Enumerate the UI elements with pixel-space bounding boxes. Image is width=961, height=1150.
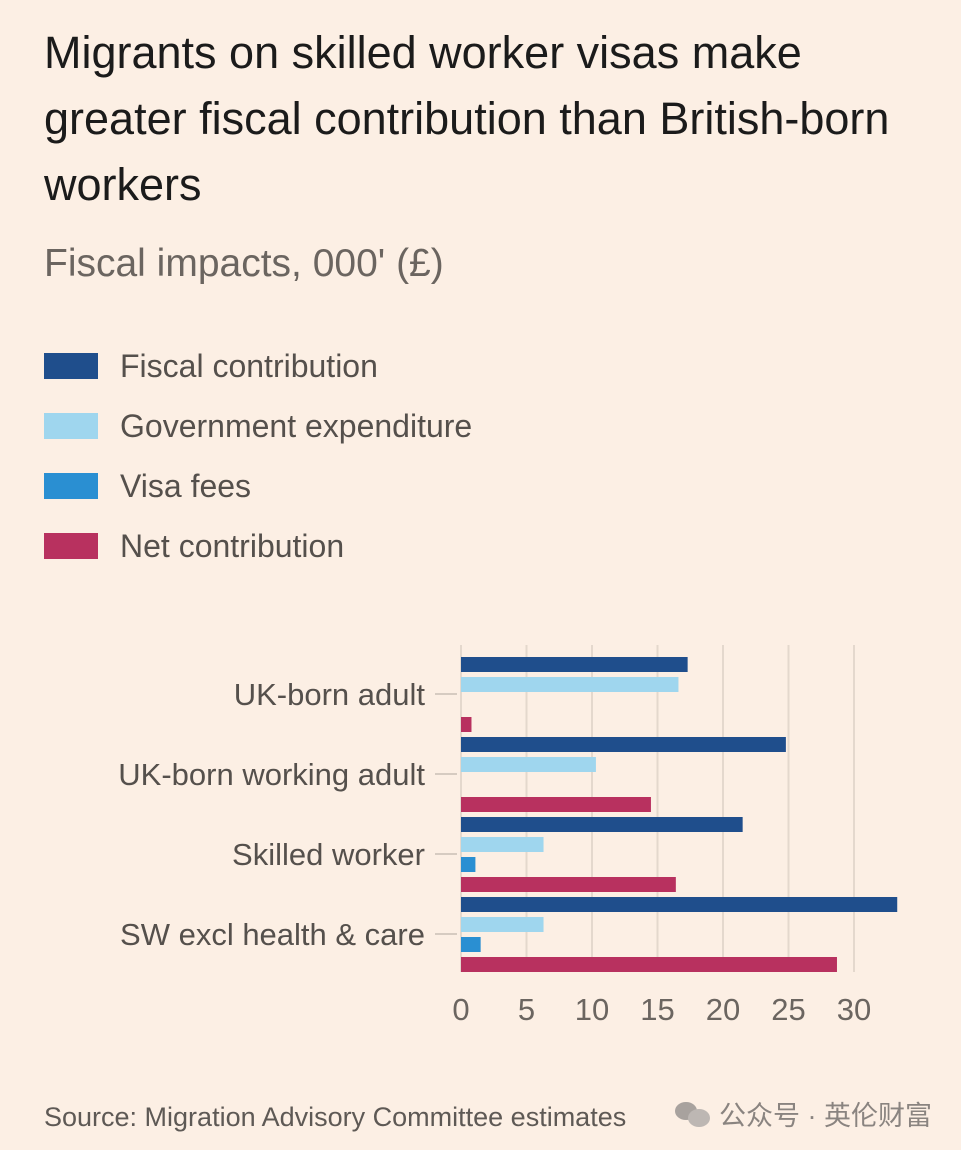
- chart-subtitle: Fiscal impacts, 000' (£): [44, 242, 444, 285]
- bar: [461, 657, 688, 672]
- chart-title: Migrants on skilled worker visas make gr…: [44, 27, 890, 210]
- x-tick-label: 5: [518, 992, 535, 1027]
- x-tick-label: 20: [706, 992, 740, 1027]
- bar: [461, 937, 481, 952]
- legend-label: Net contribution: [120, 527, 345, 564]
- bar: [461, 897, 898, 912]
- wechat-icon: [675, 1100, 711, 1128]
- bar: [461, 857, 476, 872]
- x-tick-label: 25: [771, 992, 805, 1027]
- legend-swatch: [44, 533, 98, 559]
- legend-swatch: [44, 473, 98, 499]
- bar: [461, 917, 544, 932]
- bar: [461, 737, 786, 752]
- source-note: Source: Migration Advisory Committee est…: [44, 1102, 627, 1132]
- bar: [461, 817, 743, 832]
- legend-swatch: [44, 413, 98, 439]
- x-tick-label: 30: [837, 992, 871, 1027]
- watermark-text: 公众号 · 英伦财富: [719, 1101, 932, 1131]
- legend-item-fiscal-contribution: Fiscal contribution: [44, 336, 472, 396]
- x-tick-label: 10: [575, 992, 609, 1027]
- bar: [461, 957, 837, 972]
- x-tick-label: 0: [452, 992, 469, 1027]
- bar: [461, 877, 676, 892]
- legend-item-government-expenditure: Government expenditure: [44, 396, 472, 456]
- watermark: 公众号 · 英伦财富: [675, 1094, 932, 1133]
- category-label: Skilled worker: [232, 837, 425, 872]
- bar: [461, 677, 679, 692]
- legend-item-visa-fees: Visa fees: [44, 456, 472, 516]
- legend: Fiscal contribution Government expenditu…: [44, 336, 472, 576]
- bar: [461, 717, 472, 732]
- legend-swatch: [44, 353, 98, 379]
- category-label: UK-born working adult: [118, 757, 425, 792]
- bar-chart: UK-born adult UK-born working adult Skille…: [118, 645, 898, 1027]
- category-label: UK-born adult: [234, 677, 426, 712]
- legend-label: Government expenditure: [120, 407, 473, 444]
- x-tick-label: 15: [640, 992, 674, 1027]
- legend-label: Visa fees: [120, 467, 252, 504]
- legend-label: Fiscal contribution: [120, 347, 378, 384]
- bar: [461, 797, 651, 812]
- legend-item-net-contribution: Net contribution: [44, 516, 472, 576]
- category-label: SW excl health & care: [120, 917, 425, 952]
- bar: [461, 757, 596, 772]
- bar: [461, 837, 544, 852]
